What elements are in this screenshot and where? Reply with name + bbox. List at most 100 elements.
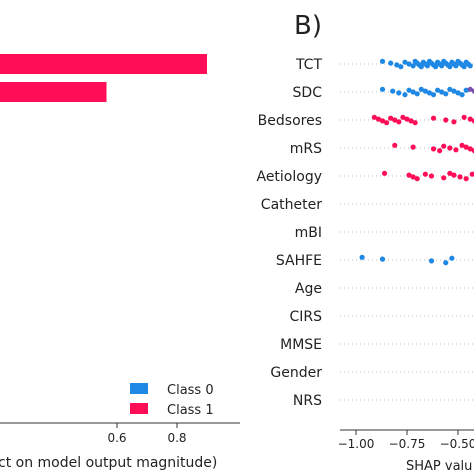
- shap-point-sdc: [422, 88, 428, 94]
- shap-point-sdc: [390, 88, 396, 94]
- legend-swatch-class-0: [130, 383, 148, 394]
- panel-b-label: B): [294, 11, 322, 41]
- panel-b: B) TCT SDC Bedsores mRS Aetiology Catheter mBI…: [256, 11, 474, 474]
- shap-point-aetiology: [422, 171, 428, 177]
- panel-b-ticks: −1.00 −0.75 −0.50: [338, 430, 474, 451]
- shap-point-bedsores: [471, 118, 474, 124]
- panel-b-feature-labels: TCT SDC Bedsores mRS Aetiology Catheter mBI SAH…: [256, 57, 322, 409]
- shap-point-mrs: [392, 142, 398, 148]
- shap-point-aetiology: [406, 172, 412, 178]
- shap-point-bedsores: [375, 116, 382, 122]
- panel-a-ticks: 0.6 0.8: [107, 423, 187, 445]
- panel-a-bars: [0, 54, 207, 102]
- feature-label-aetiology: Aetiology: [256, 169, 322, 185]
- shap-point-mrs: [453, 147, 459, 153]
- bar-1: [0, 54, 207, 74]
- shap-point-bedsores: [467, 116, 473, 122]
- shap-point-mrs: [441, 143, 447, 149]
- shap-point-aetiology: [447, 170, 453, 176]
- shap-point-tct: [379, 58, 386, 64]
- feature-label-mrs: mRS: [290, 141, 322, 157]
- feature-label-cirs: CIRS: [289, 309, 322, 325]
- shap-point-bedsores: [371, 114, 377, 120]
- shap-point-tct: [394, 62, 400, 68]
- shap-point-aetiology: [381, 170, 388, 176]
- shap-point-tct: [410, 63, 416, 69]
- shap-point-bedsores: [412, 120, 418, 126]
- panel-a-x-label: ct on model output magnitude): [0, 455, 217, 471]
- bar-2: [0, 82, 107, 102]
- shap-point-mrs: [463, 144, 469, 150]
- feature-label-mbi: mBI: [295, 225, 322, 241]
- shap-point-sdc: [435, 87, 441, 93]
- shap-point-tct: [453, 63, 459, 69]
- shap-point-sdc: [451, 88, 457, 94]
- shap-point-tct: [447, 64, 453, 70]
- shap-point-bedsores: [443, 117, 449, 123]
- shap-point-tct: [398, 64, 404, 70]
- shap-point-tct: [402, 59, 408, 65]
- shap-point-sdc: [439, 89, 445, 95]
- shap-point-tct: [418, 64, 424, 70]
- legend-swatch-class-1: [130, 403, 148, 414]
- shap-point-tct: [461, 64, 467, 70]
- shap-point-sdc: [447, 86, 453, 92]
- legend-label-class-0: Class 0: [167, 383, 214, 398]
- shap-point-sdc: [402, 92, 408, 98]
- shap-point-tct: [388, 60, 394, 66]
- shap-point-bedsores: [404, 116, 410, 122]
- shap-point-bedsores: [408, 118, 414, 124]
- shap-point-bedsores: [461, 114, 467, 120]
- shap-point-aetiology: [463, 176, 469, 182]
- shap-point-tct: [432, 64, 439, 70]
- shap-point-sdc: [418, 86, 424, 92]
- feature-label-nrs: NRS: [293, 393, 322, 409]
- shap-point-sdc: [459, 92, 465, 98]
- shap-point-mrs: [471, 148, 474, 154]
- legend: Class 0 Class 1: [130, 383, 214, 418]
- shap-point-aetiology: [457, 174, 463, 180]
- panel-b-tick-label: −1.00: [338, 437, 375, 451]
- shap-point-sdc: [379, 86, 386, 92]
- shap-point-sdc: [430, 92, 437, 98]
- feature-label-sahfe: SAHFE: [276, 253, 322, 269]
- shap-point-sahfe: [443, 260, 449, 266]
- shap-point-mrs: [430, 146, 437, 152]
- panel-b-tick-label: −0.50: [440, 437, 474, 451]
- shap-point-sdc: [467, 86, 473, 92]
- panel-b-x-label: SHAP valu: [406, 459, 472, 474]
- panel-b-gridlines: [340, 63, 474, 401]
- shap-point-bedsores: [396, 119, 402, 125]
- shap-point-bedsores: [379, 118, 386, 124]
- shap-point-bedsores: [430, 115, 437, 121]
- shap-point-sahfe: [449, 255, 455, 261]
- shap-point-sahfe: [428, 258, 435, 264]
- shap-point-tct: [439, 63, 445, 69]
- panel-b-points: [359, 58, 474, 266]
- shap-point-aetiology: [451, 172, 457, 178]
- feature-label-mmse: MMSE: [280, 337, 322, 353]
- feature-label-age: Age: [295, 281, 322, 297]
- shap-point-aetiology: [414, 176, 420, 182]
- shap-point-tct: [406, 61, 412, 67]
- shap-point-mrs: [410, 144, 416, 150]
- shap-point-sdc: [463, 87, 469, 93]
- shap-point-aetiology: [469, 171, 474, 177]
- shap-point-sdc: [406, 87, 412, 93]
- shap-point-sahfe: [379, 256, 386, 262]
- shap-point-mrs: [467, 146, 473, 152]
- shap-point-aetiology: [428, 173, 435, 179]
- shap-point-aetiology: [410, 174, 416, 180]
- feature-label-tct: TCT: [295, 57, 323, 73]
- legend-label-class-1: Class 1: [167, 403, 214, 418]
- shap-point-sdc: [455, 90, 461, 96]
- panel-a-tick-label: 0.6: [107, 431, 126, 445]
- shap-point-tct: [424, 63, 430, 69]
- shap-point-bedsores: [451, 119, 457, 125]
- feature-label-gender: Gender: [270, 365, 322, 381]
- shap-point-bedsores: [392, 117, 398, 123]
- shap-point-bedsores: [388, 115, 394, 121]
- shap-point-tct: [467, 63, 473, 69]
- shap-point-bedsores: [384, 120, 390, 126]
